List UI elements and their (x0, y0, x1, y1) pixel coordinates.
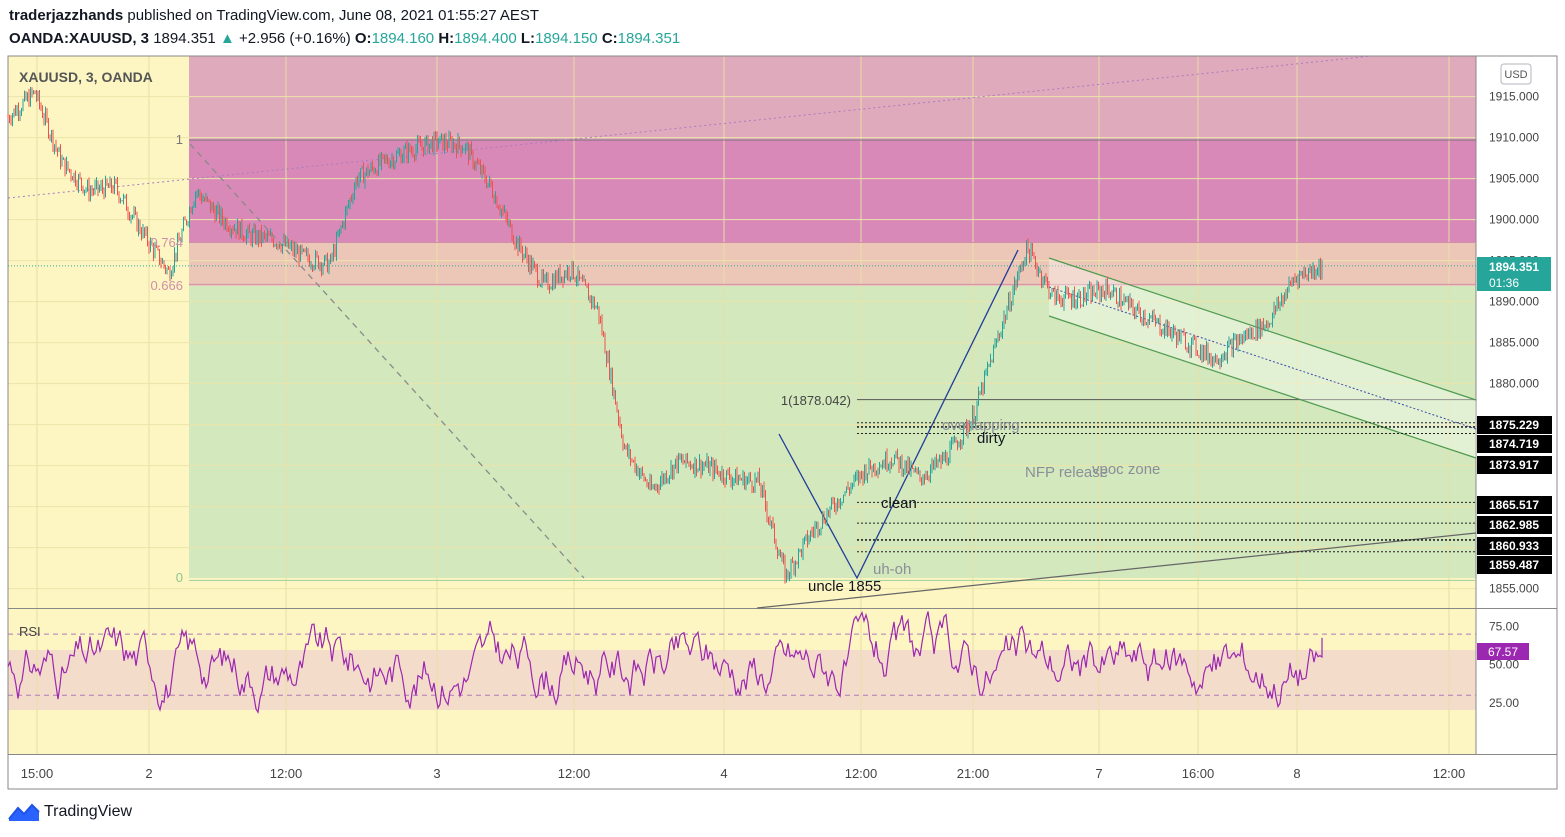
annotation-uh-oh[interactable]: uh-oh (873, 561, 911, 578)
price-tick-label: 1910.000 (1489, 131, 1539, 145)
channel-lower (1048, 315, 1477, 459)
symbol-info: OANDA:XAUUSD, 3 1894.351 ▲ +2.956 (+0.16… (9, 30, 680, 47)
up-arrow-icon: ▲ (219, 30, 235, 47)
green-zone (189, 286, 1476, 578)
level-badge (1477, 516, 1552, 534)
time-tick-label: 16:00 (1182, 766, 1215, 781)
support-trendline (756, 532, 1477, 609)
close-value: 1894.351 (617, 30, 681, 47)
last-price: 1894.351 (153, 30, 216, 47)
rsi-tick-label: 50.00 (1489, 658, 1519, 672)
low-value: 1894.150 (535, 30, 598, 47)
fib-label-0666: 0.666 (150, 278, 183, 293)
level-badge (1477, 456, 1552, 474)
abc-pattern-lines (778, 249, 1019, 580)
fib-extension-label: 1(1878.042) (781, 393, 851, 408)
annotation-overlapping[interactable]: overlapping (942, 417, 1020, 434)
level-badge (1477, 416, 1552, 434)
current-price-countdown: 01:36 (1489, 276, 1519, 290)
annotation-nfp[interactable]: NFP release (1025, 464, 1108, 481)
annotation-clean[interactable]: clean (881, 495, 917, 512)
time-tick-label: 12:00 (845, 766, 878, 781)
level-badge-value: 1860.933 (1489, 539, 1539, 553)
time-tick-label: 4 (720, 766, 727, 781)
price-tick-label: 1885.000 (1489, 336, 1539, 350)
labels: 15:00 2 12:00 3 12:00 4 12:00 21:00 7 16:00 8 12:00… (21, 90, 1552, 781)
time-tick-label: 21:00 (957, 766, 990, 781)
tradingview-footer[interactable]: TradingView (8, 802, 132, 822)
publish-date: published on TradingView.com, June 08, 2… (127, 7, 540, 24)
rsi-series (7, 610, 1323, 714)
legend-title: XAUUSD, 3, OANDA (19, 69, 153, 85)
level-badge-value: 1859.487 (1489, 558, 1539, 572)
time-tick-label: 7 (1095, 766, 1102, 781)
time-tick-label: 2 (145, 766, 152, 781)
tradingview-brand: TradingView (44, 803, 133, 820)
dotted-trendline (7, 55, 1373, 199)
level-badge (1477, 496, 1552, 514)
level-badge-value: 1874.719 (1489, 437, 1539, 451)
rsi-value: 67.57 (1488, 645, 1518, 659)
level-badge-value: 1862.985 (1489, 518, 1539, 532)
level-badge-value: 1873.917 (1489, 458, 1539, 472)
rsi-band (8, 650, 1476, 710)
current-price-value: 1894.351 (1489, 260, 1539, 274)
sell-zone (189, 140, 1476, 243)
open-value: 1894.160 (371, 30, 435, 47)
level-badge-value: 1865.517 (1489, 498, 1539, 512)
rsi-title: RSI (19, 624, 41, 639)
price-tick-label: 1900.000 (1489, 213, 1539, 227)
rsi-value-badge (1477, 643, 1529, 660)
drawings (7, 55, 1477, 609)
high-label: H: (438, 30, 455, 47)
time-tick-label: 3 (433, 766, 440, 781)
level-badge-value: 1875.229 (1489, 418, 1539, 432)
level-badge (1477, 556, 1552, 574)
price-tick-label: 1915.000 (1489, 90, 1539, 104)
annotation-dirty[interactable]: dirty (977, 430, 1006, 447)
currency-label: USD (1504, 69, 1527, 81)
channel-mid (1048, 286, 1477, 430)
level-badge (1477, 435, 1552, 453)
price-tick-label: 1905.000 (1489, 172, 1539, 186)
fib-band (189, 243, 1476, 286)
time-tick-label: 15:00 (21, 766, 54, 781)
chart-border (7, 55, 1558, 790)
rsi-line (7, 610, 1323, 714)
time-tick-label: 12:00 (558, 766, 591, 781)
time-axis-background (8, 755, 1557, 789)
price-candles (7, 86, 1323, 584)
high-value: 1894.400 (454, 30, 517, 47)
fib-label-0764: 0.764 (150, 235, 183, 250)
rsi-axis-background (1476, 609, 1557, 754)
level-badge (1477, 537, 1552, 555)
upper-zone (189, 56, 1476, 140)
dashed-trendline (189, 143, 585, 579)
rsi-tick-label: 25.00 (1489, 696, 1519, 710)
symbol-name[interactable]: OANDA:XAUUSD, 3 (9, 30, 150, 47)
open-label: O: (354, 30, 372, 47)
grid-lines (7, 55, 1558, 790)
annotation-uncle[interactable]: uncle 1855 (808, 578, 881, 595)
current-price-badge (1477, 257, 1551, 291)
price-tick-label: 1855.000 (1489, 582, 1539, 596)
currency-button[interactable] (1500, 63, 1532, 85)
fib-label-1: 1 (176, 132, 183, 147)
low-label: L: (520, 30, 536, 47)
annotation-vpoc[interactable]: vpoc zone (1092, 461, 1160, 478)
time-tick-label: 8 (1293, 766, 1300, 781)
price-change: +2.956 (+0.16%) (238, 30, 351, 47)
price-tick-label: 1880.000 (1489, 377, 1539, 391)
close-label: C: (601, 30, 618, 47)
publish-info: traderjazzhands published on TradingView… (9, 7, 539, 24)
time-tick-label: 12:00 (1433, 766, 1466, 781)
author-name[interactable]: traderjazzhands (9, 7, 124, 24)
time-tick-label: 12:00 (270, 766, 303, 781)
price-tick-label: 1890.000 (1489, 295, 1539, 309)
tradingview-logo-icon (8, 803, 40, 821)
rsi-tick-label: 75.00 (1489, 620, 1519, 634)
fib-label-0: 0 (176, 570, 183, 585)
